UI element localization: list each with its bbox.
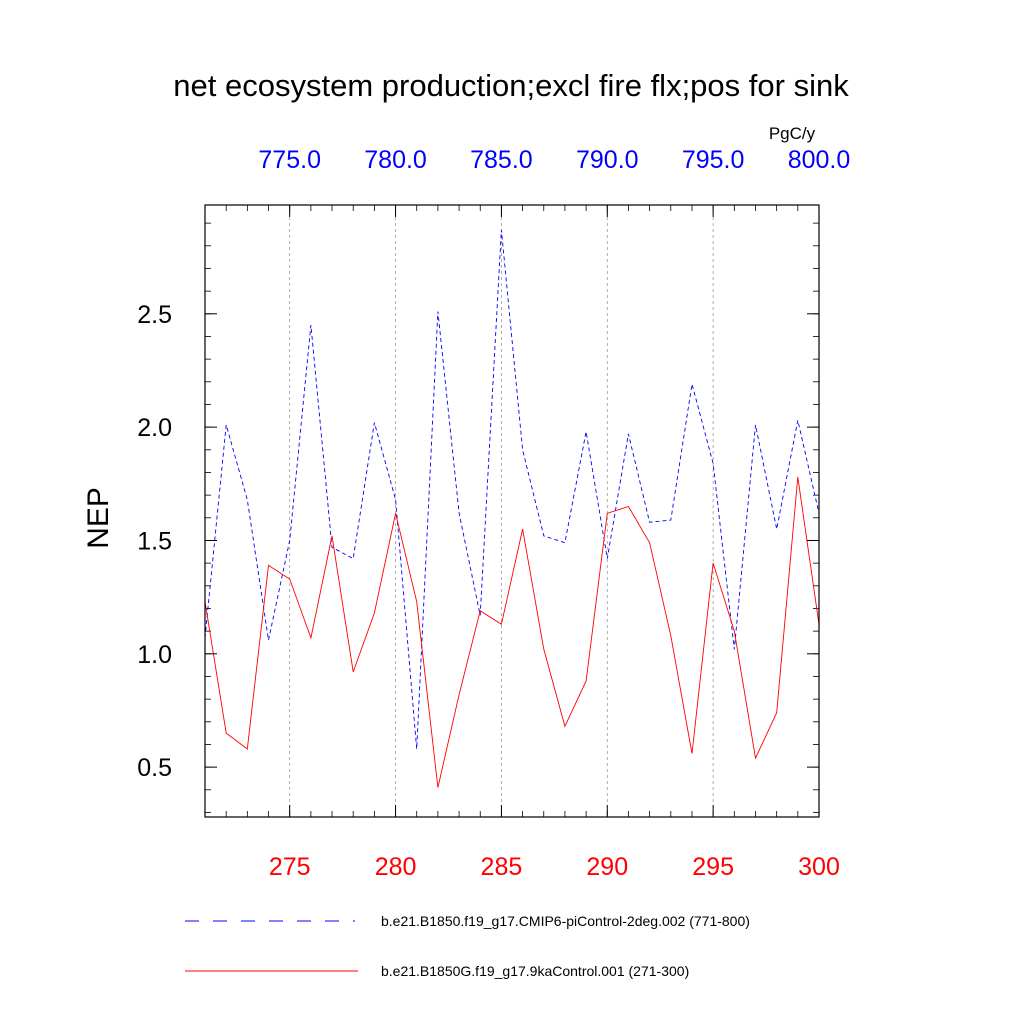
bottom-tick-label: 285: [481, 853, 523, 881]
bottom-tick-label: 275: [269, 853, 311, 881]
series-line-blue: [204, 229, 820, 750]
legend: b.e21.B1850.f19_g17.CMIP6-piControl-2deg…: [185, 913, 750, 979]
y-axis-label: NEP: [82, 487, 115, 549]
top-tick-label: 775.0: [258, 146, 321, 174]
y-tick-label: 0.5: [137, 754, 172, 782]
vertical-gridlines: [289, 205, 714, 817]
top-tick-label: 785.0: [470, 146, 533, 174]
bottom-tick-label: 280: [375, 853, 417, 881]
y-tick-label: 1.0: [137, 641, 172, 669]
plot-frame: [204, 204, 820, 818]
top-tick-label: 800.0: [788, 146, 851, 174]
y-tick-label: 1.5: [137, 527, 172, 555]
bottom-tick-label: 290: [586, 853, 628, 881]
y-tick-label: 2.5: [137, 301, 172, 329]
y-axis-ticks: 0.5 1.0 1.5 2.0 2.5: [137, 301, 819, 782]
top-tick-label: 790.0: [576, 146, 639, 174]
top-axis-ticks: 775.0 780.0 785.0 790.0 795.0 800.0: [258, 146, 850, 217]
minor-ticks: [204, 205, 820, 817]
y-tick-label: 2.0: [137, 414, 172, 442]
bottom-axis-ticks: 275 280 285 290 295 300: [269, 805, 840, 881]
top-tick-label: 795.0: [682, 146, 745, 174]
units-label: PgC/y: [769, 124, 816, 143]
legend-label-blue: b.e21.B1850.f19_g17.CMIP6-piControl-2deg…: [381, 913, 750, 929]
chart-title: net ecosystem production;excl fire flx;p…: [173, 68, 849, 103]
bottom-tick-label: 300: [798, 853, 840, 881]
bottom-tick-label: 295: [692, 853, 734, 881]
series-line-red: [204, 476, 820, 788]
top-tick-label: 780.0: [364, 146, 427, 174]
legend-label-red: b.e21.B1850G.f19_g17.9kaControl.001 (271…: [381, 963, 689, 979]
series-layer: [204, 229, 820, 788]
